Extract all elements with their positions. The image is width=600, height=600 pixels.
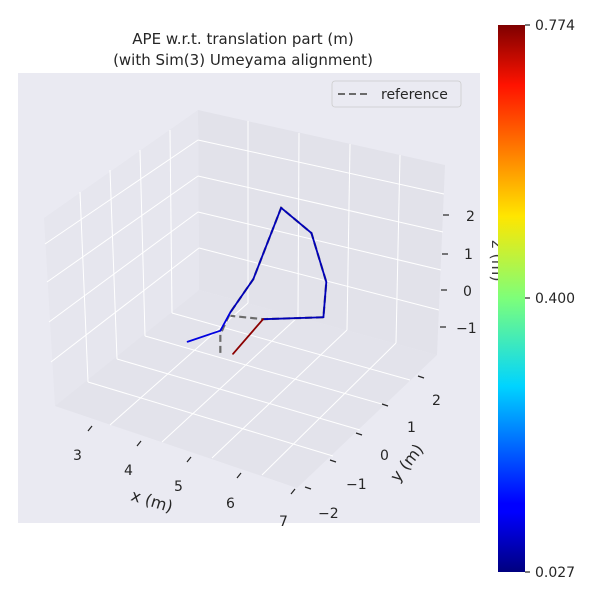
colorbar: 0.774 0.400 0.027	[498, 18, 575, 581]
chart-title: APE w.r.t. translation part (m)	[132, 30, 353, 48]
estimate-trajectory-segment	[310, 232, 328, 283]
estimate-trajectory-segment	[232, 318, 264, 355]
floor-pane	[55, 290, 437, 488]
estimate-trajectory-segment	[322, 281, 328, 319]
z-tick-label: 0	[463, 284, 472, 300]
chart-subtitle: (with Sim(3) Umeyama alignment)	[113, 51, 373, 69]
colorbar-gradient	[498, 25, 525, 572]
y-tick-label: −2	[318, 506, 339, 522]
y-tick-label: 0	[380, 448, 389, 464]
z-tick-label: 1	[464, 247, 473, 263]
y-tick-label: −1	[346, 477, 367, 493]
tick-marks	[87, 214, 449, 495]
z-tick-labels: 2 1 0 −1	[456, 209, 477, 337]
estimate-trajectory-segment	[229, 278, 255, 314]
legend-reference-label: reference	[381, 87, 448, 103]
estimate-trajectory-segment	[186, 329, 222, 343]
back-wall-pane	[198, 110, 445, 355]
estimate-trajectory-segment	[280, 206, 313, 235]
estimate-trajectory-segment	[252, 206, 283, 281]
estimate-trajectory-segment	[262, 316, 325, 321]
x-tick-label: 6	[226, 496, 235, 512]
left-wall-pane	[44, 110, 199, 406]
x-tick-label: 5	[174, 479, 183, 495]
x-tick-label: 4	[124, 463, 133, 479]
colorbar-mid-label: 0.400	[535, 291, 575, 307]
colorbar-min-label: 0.027	[535, 565, 575, 581]
grid-lines	[44, 121, 445, 476]
legend: reference	[331, 80, 462, 108]
estimate-trajectory-segment	[219, 311, 232, 332]
y-tick-labels: −2 −1 0 1 2	[318, 393, 441, 522]
z-tick-label: 2	[466, 209, 475, 225]
colorbar-max-label: 0.774	[535, 18, 575, 34]
x-tick-label: 3	[73, 448, 82, 464]
legend-box	[331, 80, 462, 108]
trajectory-layer	[186, 205, 328, 355]
y-tick-label: 1	[407, 420, 416, 436]
z-tick-label: −1	[456, 321, 477, 337]
x-tick-label: 7	[279, 514, 288, 530]
x-tick-labels: 3 4 5 6 7	[73, 448, 288, 530]
y-tick-label: 2	[432, 393, 441, 409]
